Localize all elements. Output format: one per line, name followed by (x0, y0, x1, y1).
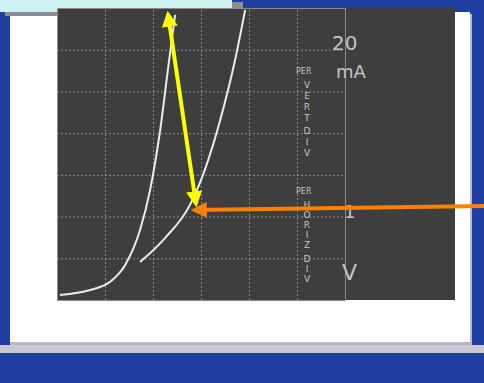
scale-label: PER (296, 67, 312, 76)
arrow (168, 14, 196, 204)
scale-label: 1 (344, 201, 355, 222)
grid-line (57, 91, 345, 92)
caption-letter: R (304, 220, 310, 230)
grid-line (57, 300, 345, 301)
scale-caption: VERT (303, 80, 311, 123)
caption-letter: O (303, 210, 310, 220)
plot-area (60, 10, 245, 295)
axis-line (58, 8, 346, 301)
grid-line (297, 8, 298, 300)
caption-letter: V (304, 274, 311, 284)
caption-letter: E (304, 91, 310, 101)
tick (57, 217, 345, 218)
grid-line (57, 258, 345, 259)
axis-line (58, 9, 346, 301)
caption-letter: V (304, 148, 311, 158)
tick (57, 8, 345, 9)
grid-line (57, 50, 345, 51)
caption-letter: T (303, 113, 310, 123)
caption-letter: V (304, 80, 311, 90)
scale-label: mA (336, 61, 367, 82)
grid-line (153, 8, 154, 300)
scale-label: V (342, 260, 357, 285)
caption-letter: I (306, 230, 309, 240)
trace (60, 15, 175, 295)
tick (57, 175, 345, 176)
scale-caption: DIV (304, 254, 311, 284)
scale-label: 20 (332, 31, 357, 55)
grid-line (249, 8, 250, 300)
tick (57, 300, 345, 301)
tick (57, 133, 345, 134)
tick (57, 258, 345, 259)
caption-letter: D (304, 254, 311, 264)
tick (57, 91, 345, 92)
grid-line (57, 133, 345, 134)
tick (153, 8, 154, 300)
tick (201, 8, 202, 300)
tick (57, 50, 345, 51)
scale-label: PER (296, 187, 312, 196)
arrow (194, 206, 484, 210)
tick (249, 8, 250, 300)
x-axis (58, 8, 346, 301)
grid-line (57, 8, 345, 9)
caption-letter: Z (304, 240, 310, 250)
slide-background (0, 0, 484, 383)
y-axis (57, 9, 345, 301)
grid-line (201, 8, 202, 300)
trace (140, 10, 245, 262)
panel-bottom (0, 345, 484, 353)
grid-line (57, 175, 345, 176)
scope-screen (57, 8, 455, 300)
caption-letter: I (306, 264, 309, 274)
tick (297, 8, 298, 300)
grid-line (57, 217, 345, 218)
caption-letter: D (304, 126, 311, 136)
slide: PERVERTDIV20mAPERHORIZDIV1V (0, 0, 484, 383)
caption-letter: R (304, 102, 310, 112)
scale-caption: DIV (304, 126, 311, 158)
grid-line (105, 8, 106, 300)
tick (105, 8, 106, 300)
caption-letter: I (306, 137, 309, 147)
